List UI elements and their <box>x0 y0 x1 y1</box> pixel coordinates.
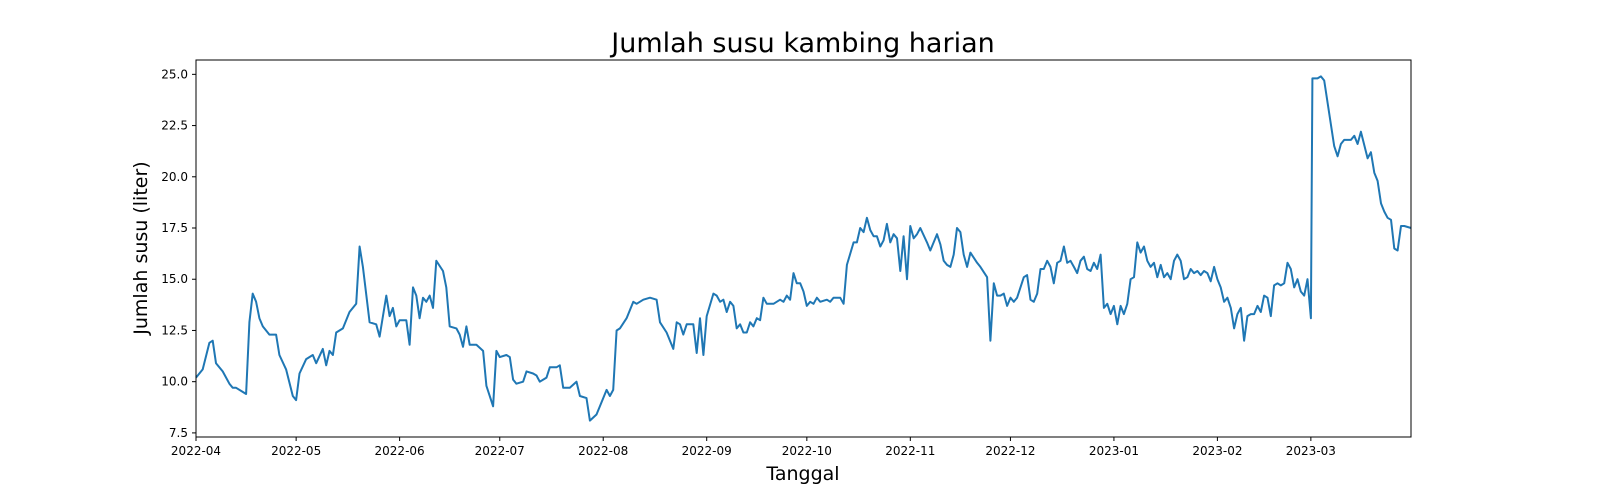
x-tick-label: 2022-09 <box>682 444 732 458</box>
x-axis-ticks: 2022-04 2022-05 2022-06 2022-07 2022-08 2022-… <box>171 437 1336 458</box>
x-tick-label: 2023-03 <box>1286 444 1336 458</box>
x-tick-label: 2023-02 <box>1192 444 1242 458</box>
x-tick-label: 2022-11 <box>885 444 935 458</box>
x-tick-label: 2023-01 <box>1089 444 1139 458</box>
x-axis-label: Tanggal <box>765 463 839 485</box>
y-tick-label: 12.5 <box>161 323 188 337</box>
x-tick-label: 2022-04 <box>171 444 221 458</box>
x-tick-label: 2022-06 <box>375 444 425 458</box>
chart-title: Jumlah susu kambing harian <box>609 28 994 59</box>
y-axis-label: Jumlah susu (liter) <box>130 161 152 335</box>
y-axis-ticks: 7.5 10.0 12.5 15.0 17.5 20.0 22.5 25.0 <box>161 67 196 440</box>
x-tick-label: 2022-10 <box>782 444 832 458</box>
series-line <box>195 75 1412 422</box>
y-tick-label: 17.5 <box>161 221 188 235</box>
y-tick-label: 20.0 <box>161 170 188 184</box>
x-tick-label: 2022-05 <box>271 444 321 458</box>
plot-frame <box>195 59 1412 438</box>
y-tick-label: 25.0 <box>161 67 188 81</box>
x-tick-label: 2022-08 <box>578 444 628 458</box>
y-tick-label: 22.5 <box>161 119 188 133</box>
x-tick-label: 2022-12 <box>985 444 1035 458</box>
y-tick-label: 10.0 <box>161 375 188 389</box>
y-tick-label: 7.5 <box>169 426 188 440</box>
x-tick-label: 2022-07 <box>475 444 525 458</box>
y-tick-label: 15.0 <box>161 272 188 286</box>
